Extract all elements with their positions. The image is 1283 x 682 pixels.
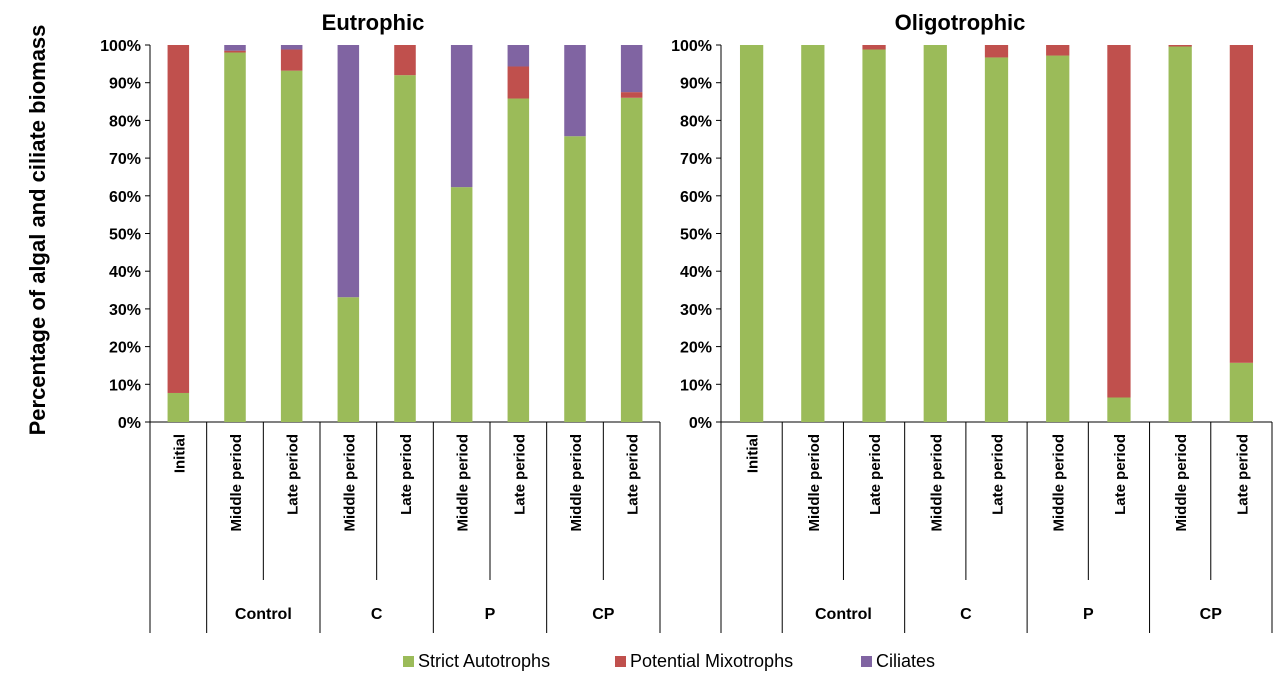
legend-swatch: [403, 656, 414, 667]
legend-label: Potential Mixotrophs: [630, 651, 793, 671]
group-label: CP: [1200, 606, 1223, 623]
legend-swatch: [615, 656, 626, 667]
y-tick-label: 40%: [109, 264, 141, 281]
bar-segment-potential-mixotrophs: [862, 45, 886, 50]
bar-segment-potential-mixotrophs: [167, 45, 190, 393]
bar-segment-ciliates: [337, 45, 360, 298]
panel-title: Eutrophic: [322, 10, 425, 35]
group-label: C: [371, 606, 383, 623]
x-tick-label: Late period: [990, 434, 1007, 515]
x-tick-label: Late period: [625, 434, 642, 515]
x-tick-label: Late period: [398, 434, 415, 515]
bar-segment-strict-autotrophs: [1107, 397, 1131, 422]
y-tick-label: 20%: [109, 340, 141, 357]
y-tick-label: 40%: [680, 264, 712, 281]
x-tick-label: Middle period: [1173, 434, 1190, 532]
bar-segment-ciliates: [450, 45, 473, 188]
bar-segment-strict-autotrophs: [1229, 362, 1254, 422]
bar-segment-ciliates: [280, 45, 303, 50]
x-tick-label: Middle period: [928, 434, 945, 532]
y-tick-label: 20%: [680, 340, 712, 357]
y-tick-label: 90%: [680, 76, 712, 93]
bar-segment-strict-autotrophs: [280, 70, 303, 423]
x-tick-label: Middle period: [806, 434, 823, 532]
y-tick-label: 10%: [109, 377, 141, 394]
bar-segment-strict-autotrophs: [1046, 55, 1070, 422]
x-tick-label: Middle period: [455, 434, 472, 532]
bar-segment-strict-autotrophs: [801, 45, 825, 422]
bar-segment-strict-autotrophs: [507, 98, 530, 422]
bar-segment-strict-autotrophs: [450, 187, 473, 422]
x-tick-label: Late period: [285, 434, 302, 515]
y-tick-label: 100%: [671, 38, 712, 55]
y-tick-label: 70%: [109, 151, 141, 168]
legend-swatch: [861, 656, 872, 667]
bar-segment-potential-mixotrophs: [280, 49, 303, 71]
x-tick-label: Late period: [1234, 434, 1251, 515]
bar-segment-strict-autotrophs: [1168, 46, 1192, 423]
bar-segment-ciliates: [620, 45, 643, 93]
panel-title: Oligotrophic: [895, 10, 1026, 35]
y-tick-label: 100%: [100, 38, 141, 55]
x-tick-label: Initial: [171, 434, 188, 473]
bar-segment-strict-autotrophs: [620, 97, 643, 422]
bar-segment-strict-autotrophs: [224, 52, 246, 422]
x-tick-label: Middle period: [1051, 434, 1068, 532]
group-label: CP: [592, 606, 615, 623]
x-tick-label: Late period: [1112, 434, 1129, 515]
y-tick-label: 50%: [109, 227, 141, 244]
y-tick-label: 80%: [109, 113, 141, 130]
bar-segment-strict-autotrophs: [167, 392, 190, 422]
x-tick-label: Initial: [745, 434, 762, 473]
x-tick-label: Middle period: [228, 434, 245, 532]
bar-segment-potential-mixotrophs: [984, 45, 1009, 58]
bar-segment-ciliates: [507, 45, 530, 67]
group-label: P: [1083, 606, 1094, 623]
bar-segment-strict-autotrophs: [862, 49, 886, 423]
bar-segment-strict-autotrophs: [394, 75, 416, 422]
y-axis-label: Percentage of algal and ciliate biomass: [25, 25, 50, 436]
y-tick-label: 10%: [680, 377, 712, 394]
y-tick-label: 0%: [689, 415, 712, 432]
bar-segment-strict-autotrophs: [739, 45, 764, 422]
panels: Eutrophic 0% 10% 20% 30% 40% 50% 60% 70% 80% 90% 10…: [100, 10, 1273, 633]
bar-segment-ciliates: [564, 45, 586, 137]
group-label: Control: [815, 606, 872, 623]
bar-segment-strict-autotrophs: [337, 297, 360, 422]
bar-segment-potential-mixotrophs: [507, 66, 530, 99]
legend-label: Strict Autotrophs: [418, 651, 550, 671]
x-tick-label: Middle period: [568, 434, 585, 532]
panel-1: Oligotrophic 0% 10% 20% 30% 40% 50% 60% 70% 80% 90…: [671, 10, 1273, 633]
bar-segment-potential-mixotrophs: [224, 50, 246, 53]
y-tick-label: 30%: [109, 302, 141, 319]
x-tick-label: Late period: [511, 434, 528, 515]
bar-segment-potential-mixotrophs: [394, 45, 416, 76]
bar-segment-ciliates: [224, 45, 246, 51]
y-tick-label: 60%: [680, 189, 712, 206]
y-tick-label: 30%: [680, 302, 712, 319]
group-label: P: [485, 606, 496, 623]
bar-segment-potential-mixotrophs: [1046, 45, 1070, 56]
x-tick-label: Late period: [867, 434, 884, 515]
x-tick-label: Middle period: [341, 434, 358, 532]
y-tick-label: 70%: [680, 151, 712, 168]
bar-segment-strict-autotrophs: [564, 136, 586, 422]
group-label: C: [960, 606, 972, 623]
group-label: Control: [235, 606, 292, 623]
bar-segment-strict-autotrophs: [984, 57, 1009, 422]
bar-segment-strict-autotrophs: [923, 45, 947, 422]
bar-segment-potential-mixotrophs: [620, 92, 643, 98]
bar-segment-potential-mixotrophs: [1168, 45, 1192, 47]
legend: Strict Autotrophs Potential Mixotrophs Cil…: [403, 651, 935, 671]
y-tick-label: 80%: [680, 113, 712, 130]
y-tick-label: 60%: [109, 189, 141, 206]
legend-label: Ciliates: [876, 651, 935, 671]
y-tick-label: 0%: [118, 415, 141, 432]
y-tick-label: 50%: [680, 227, 712, 244]
bar-segment-potential-mixotrophs: [1107, 45, 1131, 398]
panel-0: Eutrophic 0% 10% 20% 30% 40% 50% 60% 70% 80% 90% 10…: [100, 10, 661, 633]
y-tick-label: 90%: [109, 76, 141, 93]
bar-segment-potential-mixotrophs: [1229, 45, 1254, 363]
